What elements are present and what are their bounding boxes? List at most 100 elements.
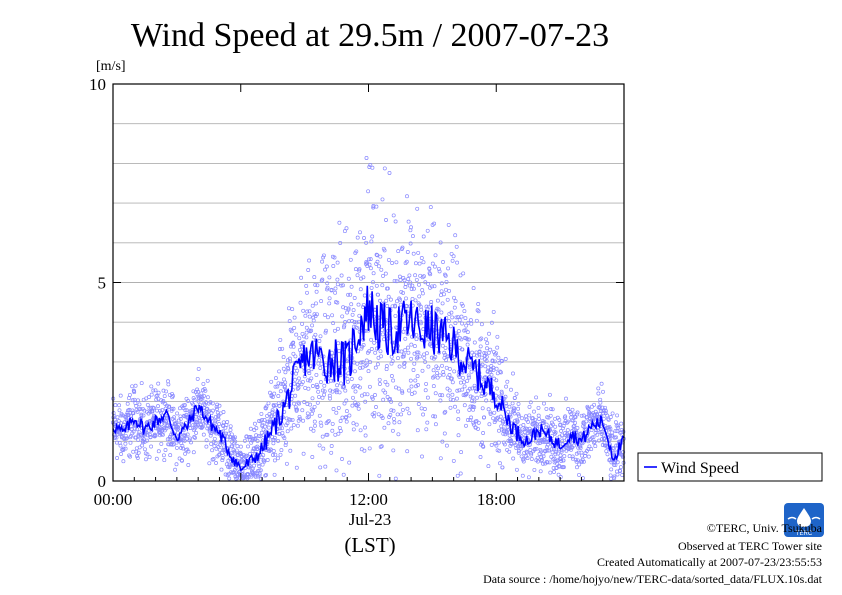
- scatter-point: [332, 328, 337, 333]
- scatter-point: [167, 404, 172, 409]
- scatter-point: [421, 260, 426, 265]
- scatter-point: [464, 323, 469, 328]
- scatter-point: [478, 388, 483, 393]
- scatter-point: [435, 371, 440, 375]
- scatter-point: [183, 433, 188, 438]
- scatter-point: [425, 420, 430, 425]
- scatter-point: [367, 384, 372, 389]
- scatter-point: [468, 404, 473, 409]
- scatter-point: [611, 460, 616, 465]
- scatter-point: [195, 387, 200, 392]
- scatter-point: [462, 384, 467, 389]
- scatter-point: [516, 413, 521, 418]
- scatter-point: [608, 426, 613, 431]
- scatter-point: [344, 226, 349, 231]
- scatter-point: [369, 239, 374, 244]
- scatter-point: [335, 282, 340, 287]
- scatter-point: [440, 301, 445, 306]
- scatter-point: [605, 452, 610, 457]
- scatter-point: [389, 399, 394, 404]
- scatter-point: [400, 407, 405, 412]
- scatter-point: [415, 374, 420, 379]
- scatter-point: [505, 379, 510, 384]
- scatter-point: [612, 474, 617, 479]
- scatter-point: [334, 410, 339, 415]
- scatter-point: [205, 406, 210, 411]
- scatter-point: [276, 381, 281, 386]
- scatter-point: [363, 433, 368, 438]
- scatter-point: [437, 269, 442, 274]
- scatter-point: [225, 437, 230, 442]
- credits: ©TERC, Univ. Tsukuba Observed at TERC To…: [483, 521, 823, 586]
- scatter-point: [120, 434, 124, 439]
- scatter-point: [205, 395, 210, 400]
- scatter-point: [499, 389, 504, 394]
- scatter-point: [489, 368, 494, 373]
- scatter-point: [117, 403, 122, 408]
- scatter-point: [248, 434, 253, 439]
- scatter-point: [526, 419, 531, 424]
- scatter-point: [396, 356, 400, 361]
- scatter-point: [503, 394, 508, 399]
- scatter-point: [387, 171, 392, 175]
- scatter-point: [423, 388, 428, 393]
- scatter-point: [367, 262, 372, 267]
- scatter-point: [124, 436, 129, 441]
- scatter-point: [191, 402, 195, 407]
- scatter-point: [147, 395, 151, 400]
- scatter-point: [489, 442, 494, 447]
- scatter-point: [203, 414, 208, 419]
- scatter-point: [259, 411, 264, 416]
- scatter-point: [408, 228, 413, 233]
- scatter-point: [405, 406, 410, 411]
- scatter-point: [406, 345, 410, 350]
- scatter-point: [412, 361, 417, 366]
- scatter-point: [373, 365, 378, 370]
- scatter-point: [148, 435, 153, 439]
- wave-icon: [787, 516, 821, 520]
- scatter-point: [220, 456, 225, 460]
- scatter-point: [470, 386, 475, 391]
- scatter-point: [613, 463, 618, 467]
- scatter-point: [136, 398, 140, 403]
- scatter-point: [167, 436, 172, 441]
- scatter-point: [447, 366, 452, 371]
- scatter-point: [123, 446, 128, 451]
- scatter-point: [341, 283, 345, 288]
- scatter-point: [491, 365, 496, 370]
- scatter-point: [121, 446, 126, 451]
- scatter-point: [348, 292, 353, 297]
- scatter-point: [431, 384, 436, 389]
- scatter-point: [514, 467, 519, 472]
- scatter-point: [440, 393, 445, 398]
- scatter-point: [465, 378, 470, 383]
- scatter-point: [509, 441, 514, 446]
- scatter-point: [145, 452, 150, 457]
- scatter-point: [514, 391, 519, 396]
- scatter-point: [310, 384, 315, 388]
- scatter-point: [469, 369, 474, 374]
- scatter-point: [516, 450, 521, 455]
- scatter-point: [299, 275, 304, 280]
- scatter-point: [532, 447, 537, 452]
- scatter-point: [361, 343, 366, 347]
- scatter-point: [400, 245, 405, 250]
- scatter-point: [270, 395, 275, 399]
- scatter-point: [281, 366, 286, 371]
- scatter-point: [147, 432, 152, 437]
- scatter-point: [487, 422, 492, 427]
- scatter-point: [194, 420, 199, 425]
- scatter-point: [479, 336, 484, 341]
- scatter-point: [351, 421, 356, 426]
- scatter-point: [409, 384, 414, 389]
- scatter-point: [280, 346, 285, 351]
- scatter-point: [233, 435, 238, 440]
- scatter-point: [579, 413, 584, 418]
- scatter-point: [456, 409, 461, 414]
- scatter-point: [192, 397, 197, 402]
- scatter-point: [578, 431, 583, 436]
- scatter-point: [167, 392, 172, 397]
- scatter-point: [350, 403, 355, 408]
- scatter-point: [168, 434, 173, 439]
- scatter-point: [228, 428, 233, 432]
